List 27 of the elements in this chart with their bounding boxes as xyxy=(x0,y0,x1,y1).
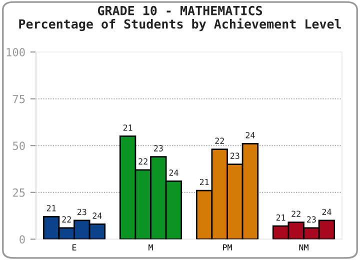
y-tick-label: 25 xyxy=(13,188,25,197)
text: 24 xyxy=(92,212,102,219)
text: 24 xyxy=(169,170,178,176)
text: 23 xyxy=(78,208,86,216)
series-label: 23 xyxy=(154,145,163,152)
x-tick-label: NM xyxy=(299,244,308,250)
y-tick-label: 50 xyxy=(12,142,25,150)
series-label: 22 xyxy=(138,158,148,164)
x-tick-label: PM xyxy=(223,244,232,250)
series-label: 24 xyxy=(322,208,332,216)
text: 22 xyxy=(215,138,224,144)
x-tick-label: E xyxy=(72,244,76,250)
text: 21 xyxy=(200,178,209,186)
text: 23 xyxy=(230,152,240,159)
y-tick-label: 0 xyxy=(20,235,25,244)
text: 21 xyxy=(46,205,56,212)
text: 22 xyxy=(62,216,71,222)
y-tick-label: 75 xyxy=(12,94,25,104)
chart-title: GRADE 10 - MATHEMATICS xyxy=(98,6,262,16)
text: 22 xyxy=(292,210,300,217)
text: 21 xyxy=(123,124,132,131)
text: 24 xyxy=(246,132,255,138)
text: 23 xyxy=(307,216,316,223)
y-tick-label: 100 xyxy=(6,48,25,56)
series-label: 21 xyxy=(276,214,286,221)
chart-subtitle: Percentage of Students by Achievement Level xyxy=(19,18,341,32)
x-tick-label: M xyxy=(148,244,153,250)
